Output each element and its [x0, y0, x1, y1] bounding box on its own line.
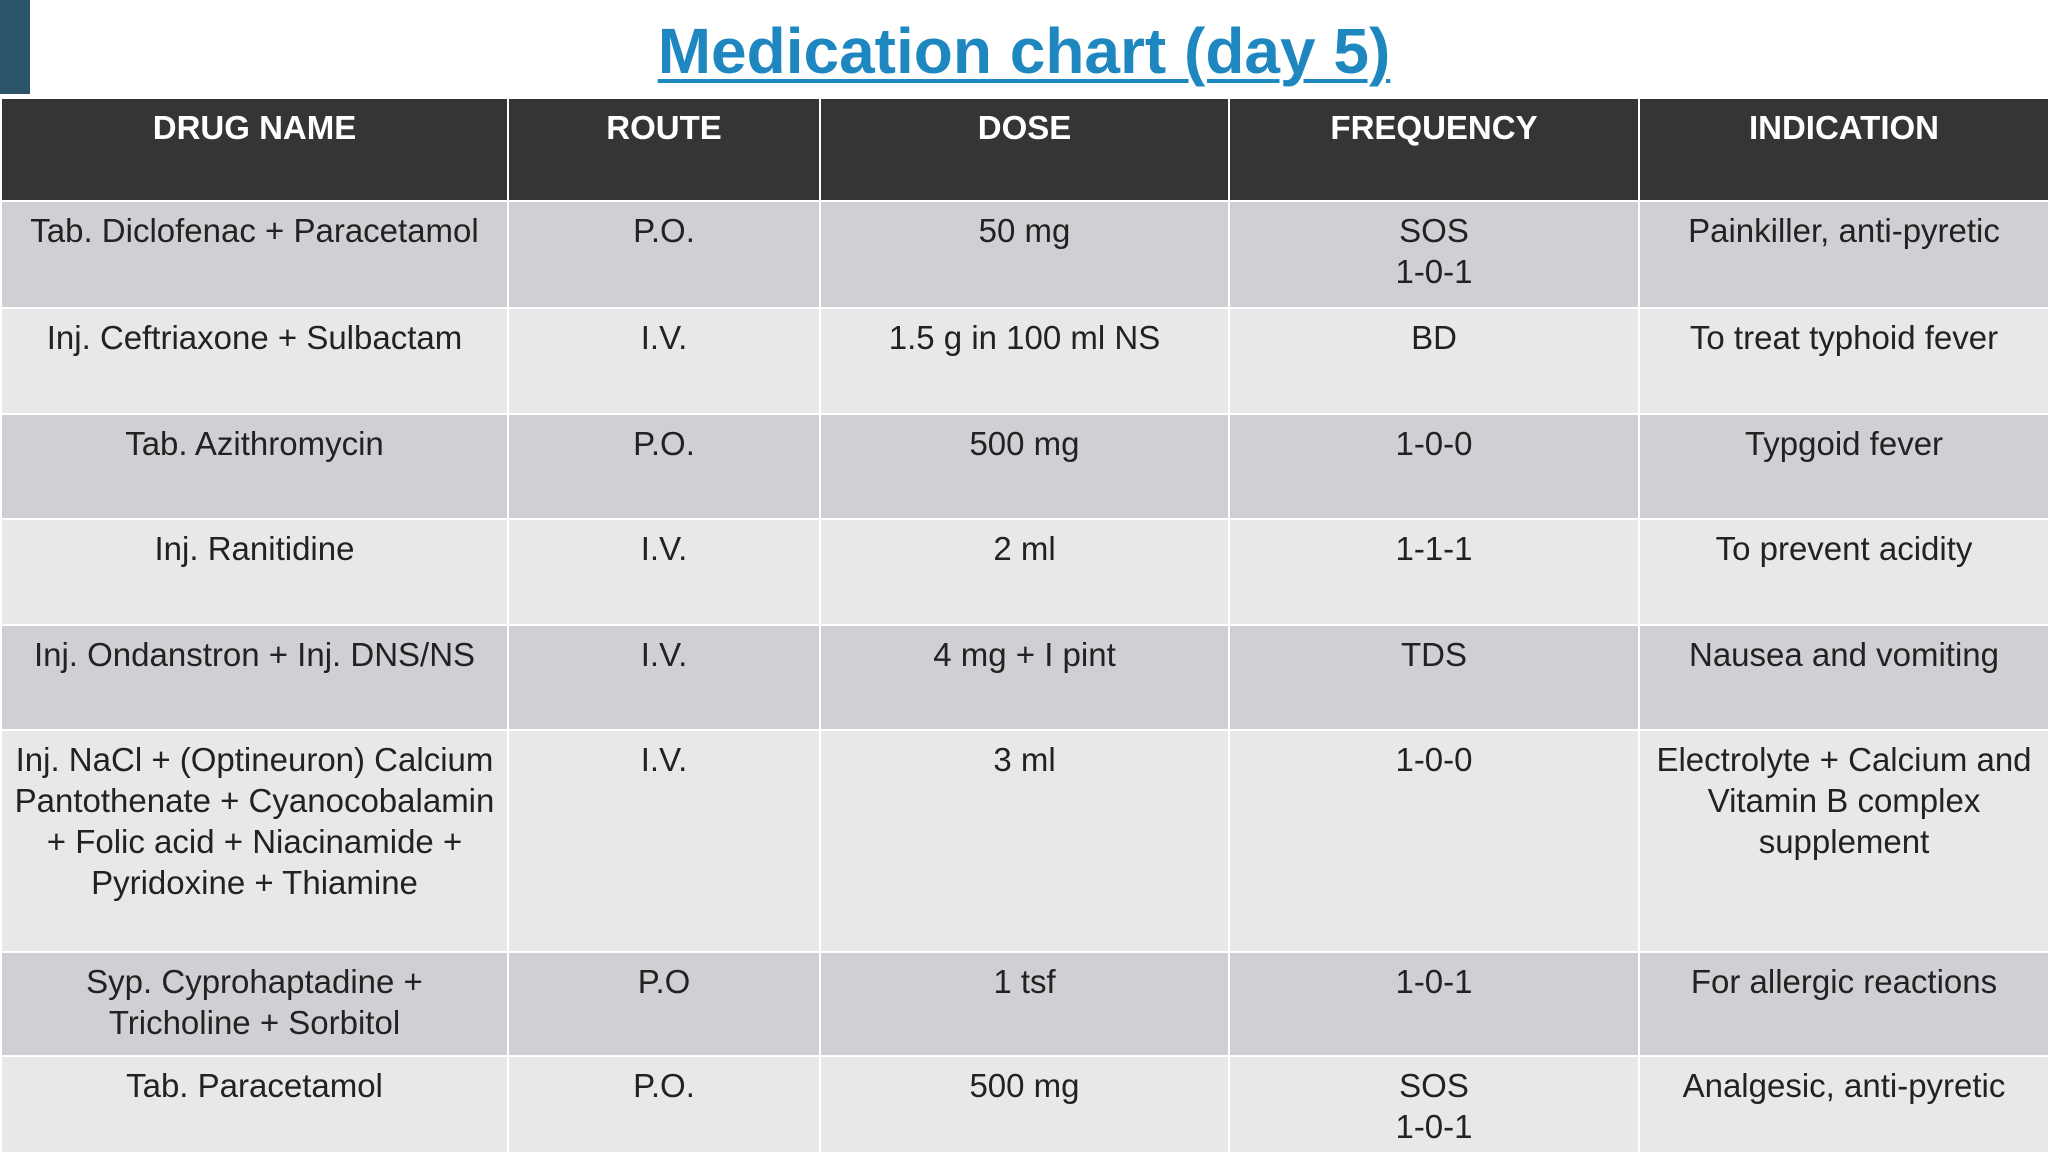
table-cell: 1 tsf — [819, 951, 1230, 1057]
table-cell: Inj. NaCl + (Optineuron) Calcium Pantoth… — [0, 729, 509, 953]
table-cell: I.V. — [507, 624, 821, 731]
table-cell: Electrolyte + Calcium and Vitamin B comp… — [1638, 729, 2048, 953]
table-cell: P.O. — [507, 200, 821, 309]
header-cell: FREQUENCY — [1228, 97, 1640, 202]
accent-bar — [0, 0, 30, 94]
table-body: Tab. Diclofenac + Paracetamol P.O. 50 mg SO… — [0, 200, 2048, 1154]
header-cell: INDICATION — [1638, 97, 2048, 202]
table-row: Tab. Diclofenac + Paracetamol P.O. 50 mg SO… — [0, 200, 2048, 309]
table-cell: 1-0-0 — [1228, 413, 1640, 520]
table-row: Syp. Cyprohaptadine + Tricholine + Sorbi… — [0, 951, 2048, 1057]
header-cell: ROUTE — [507, 97, 821, 202]
table-cell: 3 ml — [819, 729, 1230, 953]
table-cell: 4 mg + I pint — [819, 624, 1230, 731]
table-cell: 1-0-0 — [1228, 729, 1640, 953]
table-cell: I.V. — [507, 729, 821, 953]
table-cell: 2 ml — [819, 518, 1230, 626]
table-cell: P.O. — [507, 1055, 821, 1154]
table-row: Tab. Azithromycin P.O. 500 mg 1-0-0 Typgoid … — [0, 413, 2048, 520]
table-row: Inj. Ceftriaxone + Sulbactam I.V. 1.5 g in… — [0, 307, 2048, 415]
table-row: Inj. Ranitidine I.V. 2 ml 1-1-1 To prevent a… — [0, 518, 2048, 626]
table-cell: To prevent acidity — [1638, 518, 2048, 626]
table-cell: BD — [1228, 307, 1640, 415]
table-cell: SOS 1-0-1 — [1228, 200, 1640, 309]
table-cell: 500 mg — [819, 413, 1230, 520]
table-cell: Typgoid fever — [1638, 413, 2048, 520]
header-row: DRUG NAME ROUTE DOSE FREQUENCY INDICATION — [0, 97, 2048, 202]
table-cell: 1.5 g in 100 ml NS — [819, 307, 1230, 415]
table-cell: Inj. Ceftriaxone + Sulbactam — [0, 307, 509, 415]
table-cell: 50 mg — [819, 200, 1230, 309]
title: Medication chart (day 5) — [657, 15, 1391, 87]
table-cell: P.O — [507, 951, 821, 1057]
table-cell: 1-0-1 — [1228, 951, 1640, 1057]
table-cell: Inj. Ranitidine — [0, 518, 509, 626]
table-cell: Tab. Azithromycin — [0, 413, 509, 520]
table-cell: To treat typhoid fever — [1638, 307, 2048, 415]
table-cell: 500 mg — [819, 1055, 1230, 1154]
table-cell: Tab. Diclofenac + Paracetamol — [0, 200, 509, 309]
table-cell: I.V. — [507, 307, 821, 415]
table-cell: Inj. Ondanstron + Inj. DNS/NS — [0, 624, 509, 731]
table-cell: Tab. Paracetamol — [0, 1055, 509, 1154]
table-cell: For allergic reactions — [1638, 951, 2048, 1057]
table-cell: P.O. — [507, 413, 821, 520]
table-row: Tab. Paracetamol P.O. 500 mg SOS 1-0-1 Analg… — [0, 1055, 2048, 1154]
table-cell: TDS — [1228, 624, 1640, 731]
table-cell: SOS 1-0-1 — [1228, 1055, 1640, 1154]
table-row: Inj. NaCl + (Optineuron) Calcium Pantoth… — [0, 729, 2048, 953]
header-cell: DOSE — [819, 97, 1230, 202]
table-row: Inj. Ondanstron + Inj. DNS/NS I.V. 4 mg + … — [0, 624, 2048, 731]
table-cell: Painkiller, anti-pyretic — [1638, 200, 2048, 309]
table-cell: Syp. Cyprohaptadine + Tricholine + Sorbi… — [0, 951, 509, 1057]
table-cell: Nausea and vomiting — [1638, 624, 2048, 731]
medication-table: DRUG NAME ROUTE DOSE FREQUENCY INDICATION Ta… — [0, 97, 2048, 1154]
table-cell: 1-1-1 — [1228, 518, 1640, 626]
table-cell: Analgesic, anti-pyretic — [1638, 1055, 2048, 1154]
header-cell: DRUG NAME — [0, 97, 509, 202]
table-cell: I.V. — [507, 518, 821, 626]
